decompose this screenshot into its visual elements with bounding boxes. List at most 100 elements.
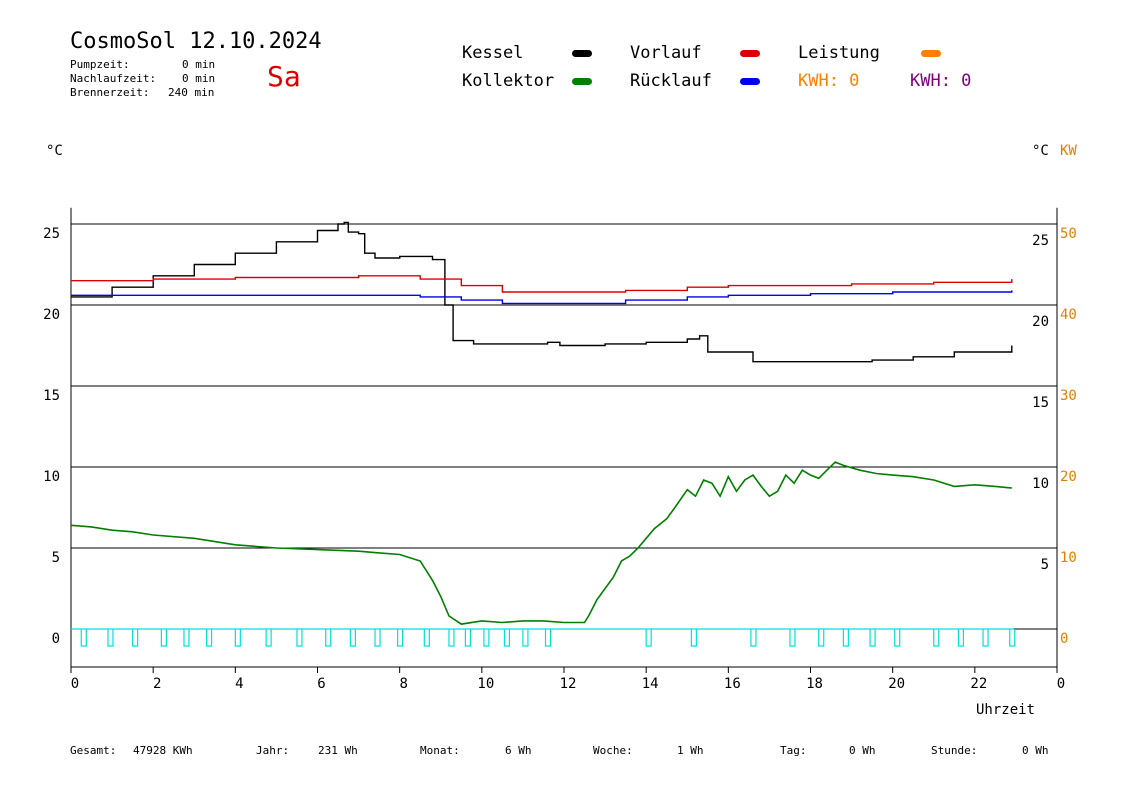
- y-right-celsius-tick-label: 20: [1032, 314, 1049, 330]
- footer-stunde-value: 0 Wh: [1022, 744, 1049, 757]
- x-tick-label: 20: [888, 676, 905, 692]
- pump-pulse-21: [690, 629, 697, 647]
- legend-vorlauf-label: Vorlauf: [630, 43, 702, 63]
- pump-pulse-29: [957, 629, 965, 647]
- footer-monat-label: Monat:: [420, 744, 460, 757]
- right-axis-unit-celsius: °C: [1032, 143, 1049, 159]
- y-right-celsius-tick-label: 25: [1032, 233, 1049, 249]
- pump-pulse-30: [982, 629, 989, 647]
- y-right-kw-tick-label: 10: [1060, 550, 1077, 566]
- pump-pulse-22: [750, 629, 757, 647]
- pump-pulse-9: [325, 629, 332, 647]
- nachlaufzeit-label: Nachlaufzeit:: [70, 72, 157, 85]
- footer-jahr-value: 231 Wh: [318, 744, 358, 757]
- pump-pulse-31: [1009, 629, 1016, 647]
- y-right-kw-tick-label: 40: [1060, 307, 1077, 323]
- series-vorlauf-line: [71, 275, 1013, 293]
- pump-pulse-17: [503, 629, 511, 647]
- pump-pulse-10: [349, 629, 356, 647]
- weekday-label: Sa: [267, 60, 301, 93]
- right-axis-unit-kw: KW: [1060, 143, 1077, 159]
- x-tick-label: 18: [806, 676, 823, 692]
- y-left-tick-label: 5: [52, 550, 60, 566]
- y-left-tick-label: 0: [52, 631, 60, 647]
- pump-pulse-15: [464, 629, 471, 647]
- x-tick-label: 10: [477, 676, 494, 692]
- x-tick-label: 8: [399, 676, 407, 692]
- pump-pulse-6: [234, 629, 241, 647]
- pumpzeit-label: Pumpzeit:: [70, 58, 130, 71]
- footer-monat-value: 6 Wh: [505, 744, 532, 757]
- legend-kwh-orange: KWH: 0: [798, 71, 860, 91]
- pump-pulse-5: [205, 629, 213, 647]
- pump-pulse-4: [183, 629, 190, 647]
- pump-pulse-25: [842, 629, 849, 647]
- legend-kollektor-label: Kollektor: [462, 71, 555, 91]
- legend-kollektor-swatch: [572, 78, 592, 85]
- series-rcklauf-line: [71, 290, 1013, 305]
- x-tick-label: 12: [560, 676, 577, 692]
- pump-pulse-13: [423, 629, 430, 647]
- pump-pulse-8: [296, 629, 303, 647]
- legend-ruecklauf-label: Rücklauf: [630, 71, 712, 91]
- legend-kwh-purple: KWH: 0: [910, 71, 972, 91]
- footer-gesamt-label: Gesamt:: [70, 744, 117, 757]
- footer-gesamt-value: 47928 KWh: [133, 744, 193, 757]
- x-tick-label: 22: [970, 676, 987, 692]
- y-right-kw-tick-label: 50: [1060, 226, 1077, 242]
- pump-pulse-28: [933, 629, 940, 647]
- x-tick-label: 14: [642, 676, 659, 692]
- x-tick-label: 0: [1057, 676, 1065, 692]
- series-kollektor-line: [70, 461, 1012, 625]
- y-right-celsius-tick-label: 10: [1032, 476, 1049, 492]
- y-left-tick-label: 10: [43, 469, 60, 485]
- footer-woche-value: 1 Wh: [677, 744, 704, 757]
- pump-pulse-12: [397, 629, 404, 647]
- pump-pulse-16: [483, 629, 490, 647]
- y-left-tick-label: 25: [43, 226, 60, 242]
- y-left-tick-label: 15: [43, 388, 60, 404]
- footer-tag-value: 0 Wh: [849, 744, 876, 757]
- pump-pulse-14: [448, 629, 455, 647]
- x-tick-label: 2: [153, 676, 161, 692]
- y-right-kw-tick-label: 20: [1060, 469, 1077, 485]
- pump-pulse-20: [645, 629, 652, 647]
- y-right-kw-tick-label: 0: [1060, 631, 1068, 647]
- pump-pulse-11: [374, 629, 381, 647]
- legend-vorlauf-swatch: [740, 50, 760, 57]
- pump-pulse-26: [869, 629, 876, 647]
- legend-kessel-label: Kessel: [462, 43, 524, 63]
- pump-pulse-0: [80, 629, 87, 647]
- pump-pulse-3: [160, 629, 167, 647]
- pump-pulse-18: [522, 629, 529, 647]
- pump-pulse-1: [107, 629, 114, 647]
- page-title: CosmoSol 12.10.2024: [70, 29, 322, 54]
- y-right-kw-tick-label: 30: [1060, 388, 1077, 404]
- pump-pulse-27: [894, 629, 901, 647]
- x-tick-label: 0: [71, 676, 79, 692]
- brennerzeit-label: Brennerzeit:: [70, 86, 150, 99]
- footer-tag-label: Tag:: [780, 744, 807, 757]
- pump-pulse-19: [544, 629, 552, 647]
- pumpzeit-value: 0 min: [182, 58, 216, 71]
- footer-jahr-label: Jahr:: [256, 744, 290, 757]
- x-axis-label: Uhrzeit: [976, 702, 1035, 718]
- pump-pulse-24: [818, 629, 825, 647]
- x-tick-label: 6: [317, 676, 325, 692]
- legend-leistung-label: Leistung: [798, 43, 880, 63]
- pump-pulse-23: [789, 629, 796, 647]
- legend-leistung-swatch: [921, 50, 941, 57]
- x-tick-label: 16: [724, 676, 741, 692]
- y-right-celsius-tick-label: 5: [1041, 557, 1049, 573]
- pump-pulse-2: [132, 629, 139, 647]
- legend-kessel-swatch: [572, 50, 592, 57]
- legend-ruecklauf-swatch: [740, 78, 760, 85]
- brennerzeit-value: 240 min: [168, 86, 215, 99]
- series-kessel-line: [71, 221, 1013, 363]
- footer-stunde-label: Stunde:: [931, 744, 978, 757]
- footer-woche-label: Woche:: [593, 744, 633, 757]
- left-axis-unit: °C: [46, 143, 63, 159]
- y-left-tick-label: 20: [43, 307, 60, 323]
- y-right-celsius-tick-label: 15: [1032, 395, 1049, 411]
